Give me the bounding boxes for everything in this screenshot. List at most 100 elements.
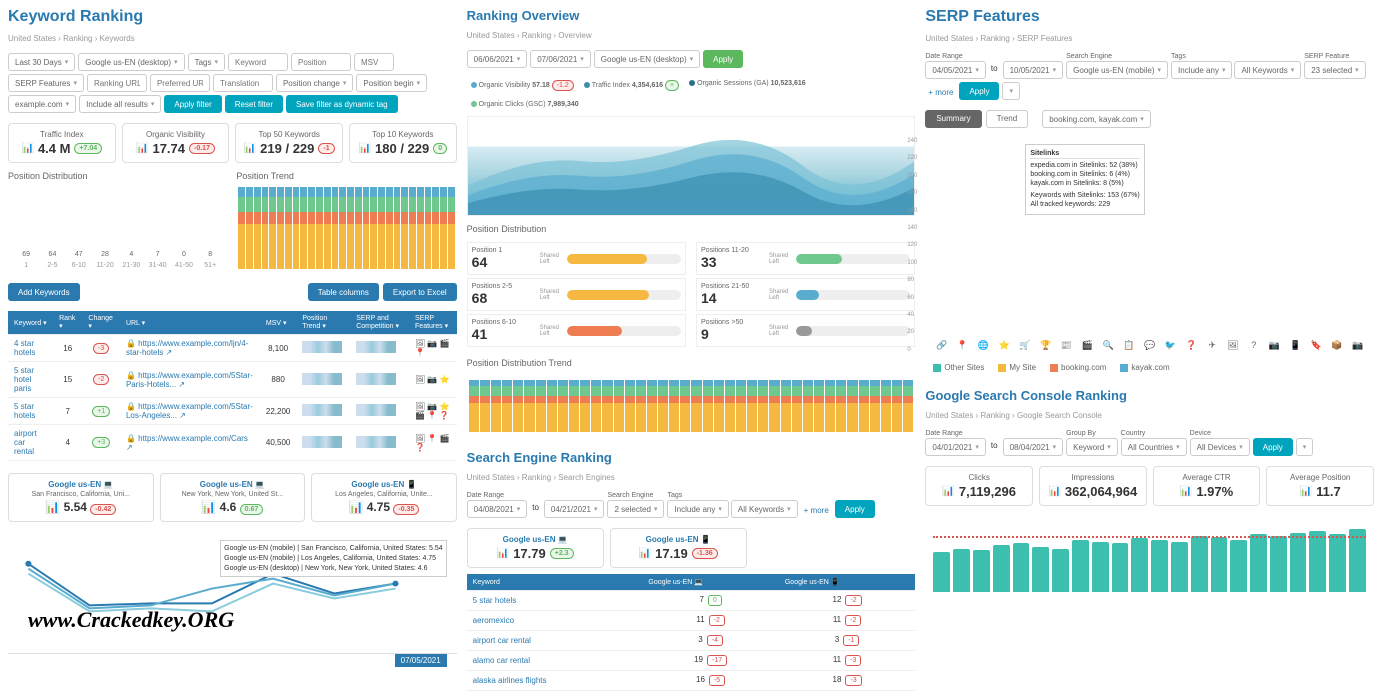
table-row[interactable]: 5 star hotels7+1🔒 https://www.example.co… [8,398,457,425]
serp-icon: 📱 [1287,340,1304,351]
rank-minicard[interactable]: Google us-EN 💻New York, New York, United… [160,473,306,522]
serp-apply-button[interactable]: Apply [959,82,999,100]
gsc-menu[interactable] [1296,438,1314,456]
serp-se[interactable]: Google us-EN (mobile) [1066,61,1168,79]
translation-input[interactable] [213,74,273,92]
table-header[interactable]: URL ▾ [120,311,260,335]
ser-allkw[interactable]: All Keywords [731,500,798,518]
ser-se[interactable]: 2 selected [607,500,664,518]
tabsel[interactable]: booking.com, kayak.com [1042,110,1151,128]
gsc-dev[interactable]: All Devices [1190,438,1250,456]
table-header[interactable]: Position Trend ▾ [296,311,350,335]
msv-input[interactable] [354,53,394,71]
ser-row[interactable]: alamo car rental19-1711-3 [467,651,916,671]
ser-row[interactable]: 5 star hotels7012-2 [467,591,916,611]
ov-date2[interactable]: 07/06/2021 [530,50,591,68]
gsc-d2[interactable]: 08/04/2021 [1003,438,1064,456]
include-filter[interactable]: Include all results [79,95,161,113]
table-columns-button[interactable]: Table columns [308,283,379,301]
ser-row[interactable]: airport car rental3-43-1 [467,631,916,651]
save-filter-button[interactable]: Save filter as dynamic tag [286,95,398,113]
posbegin-filter[interactable]: Position begin [356,74,427,92]
table-row[interactable]: 4 star hotels16-3🔒 https://www.example.c… [8,335,457,362]
ser-th[interactable]: Google us-EN 💻 [642,574,778,591]
table-row[interactable]: 5 star hotel paris15-2🔒 https://www.exam… [8,362,457,398]
stack-col [254,187,261,269]
stack-col [332,187,339,269]
apply-filter-button[interactable]: Apply filter [164,95,221,113]
ser-apply-button[interactable]: Apply [835,500,875,518]
serp-icon: ✈ [1204,340,1221,351]
purl-input[interactable] [150,74,210,92]
stack-col [355,187,362,269]
export-excel-button[interactable]: Export to Excel [383,283,457,301]
stack-col [636,380,646,432]
se-filter[interactable]: Google us-EN (desktop) [78,53,184,71]
metric-card: Top 50 Keywords219 / 229 -1 [235,123,343,163]
gsc-bar [1191,536,1208,592]
serp-d1[interactable]: 04/05/2021 [925,61,986,79]
ser-th[interactable]: Keyword [467,574,643,591]
serp-d2[interactable]: 10/05/2021 [1003,61,1064,79]
serp-icon: ❓ [1183,340,1200,351]
table-header[interactable]: Keyword ▾ [8,311,53,335]
gsc-grp[interactable]: Keyword [1066,438,1118,456]
gsc-d1[interactable]: 04/01/2021 [925,438,986,456]
serp-more-link[interactable]: + more [925,85,956,100]
stack-col [440,187,447,269]
gsc-apply-button[interactable]: Apply [1253,438,1293,456]
serp-inc[interactable]: Include any [1171,61,1232,79]
table-row[interactable]: airport car rental4+3🔒 https://www.examp… [8,425,457,461]
serp-sf[interactable]: 23 selected [1304,61,1365,79]
chart-tooltip: Google us-EN (mobile) | San Francisco, C… [220,540,447,577]
add-keywords-button[interactable]: Add Keywords [8,283,80,301]
keyword-input[interactable] [228,53,288,71]
ser-d1[interactable]: 04/08/2021 [467,500,528,518]
gsc-ctry[interactable]: All Countries [1121,438,1187,456]
stack-col [892,380,902,432]
gsc-bar [1072,540,1089,592]
stack-col [580,380,590,432]
stack-col [536,380,546,432]
domain-filter[interactable]: example.com [8,95,76,113]
ser-row[interactable]: aeromexico11-211-2 [467,611,916,631]
table-header[interactable]: SERP and Competition ▾ [350,311,409,335]
serp-icon: 🔗 [933,340,950,351]
pd-row: Position 164SharedLeft [467,242,686,275]
serp-filter[interactable]: SERP Features [8,74,84,92]
ser-d2[interactable]: 04/21/2021 [544,500,605,518]
stack-col [513,380,523,432]
reset-filter-button[interactable]: Reset filter [225,95,283,113]
ser-more-link[interactable]: + more [801,503,832,518]
serp-allkw[interactable]: All Keywords [1234,61,1301,79]
date-filter[interactable]: Last 30 Days [8,53,75,71]
serp-features-panel: SERP Features United States › Ranking › … [925,8,1374,691]
serp-icon: 🔍 [1100,340,1117,351]
stack-col [491,380,501,432]
rurl-input[interactable] [87,74,147,92]
rank-minicard[interactable]: Google us-EN 📱Los Angeles, California, U… [311,473,457,522]
ser-card: Google us-EN 📱17.19 -1.36 [610,528,747,568]
tab-summary[interactable]: Summary [925,110,981,128]
gsc-bar [1349,529,1366,592]
stack-col [246,187,253,269]
table-header[interactable]: MSV ▾ [260,311,296,335]
ov-se[interactable]: Google us-EN (desktop) [594,50,700,68]
rank-minicard[interactable]: Google us-EN 💻San Francisco, California,… [8,473,154,522]
serp-menu[interactable] [1002,82,1020,100]
table-header[interactable]: Rank ▾ [53,311,82,335]
ser-th[interactable]: Google us-EN 📱 [779,574,915,591]
ser-row[interactable]: alaska airlines flights16-518-3 [467,671,916,691]
table-header[interactable]: Change ▾ [82,311,120,335]
position-input[interactable] [291,53,351,71]
tags-filter[interactable]: Tags [188,53,225,71]
poschange-filter[interactable]: Position change [276,74,353,92]
ov-apply-button[interactable]: Apply [703,50,743,68]
stack-col [432,187,439,269]
serp-icon: 🛒 [1017,340,1034,351]
serp-icon: 🔖 [1308,340,1325,351]
ser-inc[interactable]: Include any [667,500,728,518]
table-header[interactable]: SERP Features ▾ [409,311,457,335]
ov-date1[interactable]: 06/06/2021 [467,50,528,68]
tab-trend[interactable]: Trend [986,110,1029,128]
